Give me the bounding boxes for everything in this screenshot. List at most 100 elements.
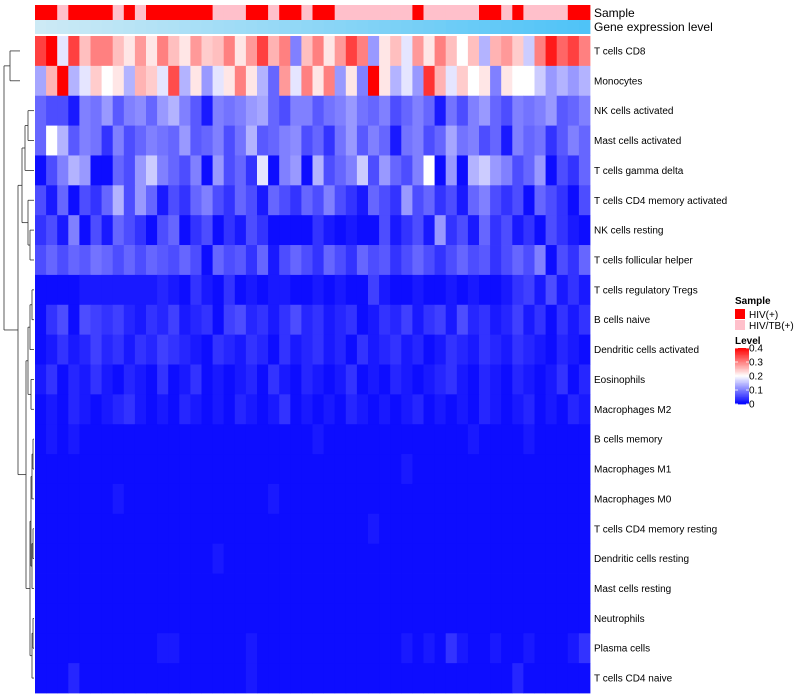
heatmap-cell (312, 155, 324, 186)
heatmap-cell (512, 513, 524, 545)
heatmap-cell (390, 394, 402, 425)
heatmap-cell (223, 573, 236, 604)
heatmap-cell (523, 334, 535, 365)
heatmap-cell (212, 215, 225, 246)
heatmap-cell (445, 633, 458, 664)
heatmap-cell (368, 573, 380, 604)
heatmap-cell (434, 573, 447, 604)
heatmap-cell (578, 185, 591, 216)
heatmap-cell (268, 543, 280, 574)
heatmap-cell (356, 454, 369, 485)
heatmap-cell (390, 304, 402, 336)
heatmap-cell (456, 543, 469, 574)
heatmap-cell (290, 424, 302, 455)
sample-annotation-cell (412, 5, 424, 20)
sample-annotation-cell (390, 5, 402, 20)
heatmap-cell (323, 125, 336, 156)
heatmap-cell (68, 543, 80, 574)
sample-annotation-cell (35, 5, 47, 20)
heatmap-cell (212, 334, 225, 365)
heatmap-cell (512, 65, 524, 97)
heatmap-cell (490, 513, 502, 545)
heatmap-cell (123, 454, 136, 485)
heatmap-cell (312, 185, 324, 216)
heatmap-cell (545, 364, 558, 395)
heatmap-cell (179, 155, 191, 186)
heatmap-cell (168, 603, 180, 634)
heatmap-cell (190, 274, 202, 306)
heatmap-cell (412, 483, 424, 515)
heatmap-cell (578, 424, 591, 455)
heatmap-cell (323, 274, 336, 306)
heatmap-cell (401, 215, 413, 246)
heatmap-cell (356, 185, 369, 216)
heatmap-cell (35, 424, 47, 455)
heatmap-cell (479, 95, 491, 126)
heatmap-cell (134, 424, 147, 455)
sample-annotation-cell (512, 5, 524, 20)
heatmap-cell (556, 573, 569, 604)
heatmap-cell (223, 36, 236, 67)
heatmap-cell (334, 95, 347, 126)
heatmap-cell (368, 274, 380, 306)
heatmap-cell (368, 215, 380, 246)
heatmap-cell (157, 424, 169, 455)
heatmap-cell (368, 394, 380, 425)
heatmap-cell (157, 304, 169, 336)
row-label: B cells memory (594, 435, 662, 446)
heatmap-cell (68, 334, 80, 365)
heatmap-cell (90, 394, 102, 425)
legend: Sample HIV(+) HIV/TB(+) Level 0.40.30.20… (735, 296, 794, 411)
gene-expression-cell (390, 20, 402, 34)
heatmap-cell (412, 633, 424, 664)
heatmap-cell (567, 304, 580, 336)
heatmap-cell (68, 185, 80, 216)
heatmap-cell (390, 95, 402, 126)
row-label: Plasma cells (594, 644, 650, 655)
heatmap-cell (134, 573, 147, 604)
heatmap-cell (501, 245, 513, 276)
heatmap-cell (57, 65, 69, 97)
heatmap-cell (279, 483, 291, 515)
heatmap-cell (456, 215, 469, 246)
heatmap-cell (523, 155, 535, 186)
heatmap-cell (190, 364, 202, 395)
heatmap-cell (112, 36, 125, 67)
heatmap-cell (279, 454, 291, 485)
heatmap-cell (356, 543, 369, 574)
heatmap-cell (556, 483, 569, 515)
heatmap-cell (368, 304, 380, 336)
heatmap-cell (234, 155, 247, 186)
legend-gradient-step (735, 381, 749, 384)
gene-expression-cell (290, 20, 302, 34)
heatmap-cell (245, 454, 258, 485)
gene-expression-cell (368, 20, 380, 34)
heatmap-cell (545, 663, 558, 694)
heatmap-cell (268, 603, 280, 634)
heatmap-cell (345, 364, 358, 395)
heatmap-cell (412, 573, 424, 604)
gene-expression-annotation-bar (35, 20, 591, 34)
heatmap-cell (101, 543, 114, 574)
heatmap-cell (90, 424, 102, 455)
heatmap-cell (35, 543, 47, 574)
heatmap-cell (223, 334, 236, 365)
sample-annotation-cell (301, 5, 313, 20)
heatmap-cell (501, 513, 513, 545)
heatmap-cell (379, 483, 391, 515)
legend-hiv-label: HIV(+) (749, 310, 778, 321)
heatmap-cell (490, 65, 502, 97)
heatmap-cell (234, 65, 247, 97)
heatmap-cell (445, 155, 458, 186)
heatmap-cell (312, 215, 324, 246)
heatmap-cell (356, 65, 369, 97)
heatmap-cell (168, 155, 180, 186)
heatmap-cell (312, 454, 324, 485)
heatmap-cell (467, 573, 480, 604)
heatmap-cell (190, 245, 202, 276)
heatmap-cell (101, 334, 114, 365)
heatmap-cell (356, 394, 369, 425)
gene-expression-annotation-label: Gene expression level (594, 20, 713, 34)
heatmap-cell (168, 36, 180, 67)
heatmap-cell (490, 36, 502, 67)
